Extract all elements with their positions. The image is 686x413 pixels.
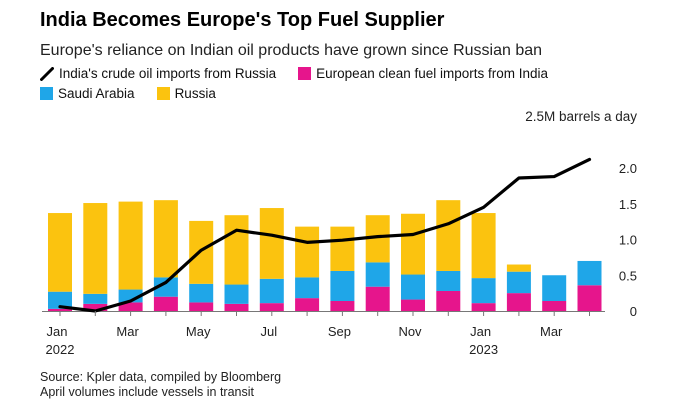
bar-blue-3 [153, 277, 178, 297]
bar-blue-10 [401, 274, 425, 300]
bar-magenta-0 [48, 308, 72, 311]
bar-blue-6 [259, 278, 284, 304]
bar-magenta-15 [577, 285, 602, 311]
bar-magenta-14 [542, 300, 567, 311]
bar-yellow-10 [401, 213, 425, 275]
bar-magenta-13 [506, 293, 531, 311]
bar-blue-8 [330, 270, 355, 301]
bar-blue-4 [189, 283, 214, 303]
y-tick-label-4: 2.0 [619, 161, 637, 176]
bar-magenta-9 [365, 286, 390, 311]
bar-magenta-5 [224, 303, 249, 311]
bar-blue-15 [577, 260, 602, 286]
bar-magenta-3 [153, 296, 178, 311]
bar-yellow-12 [471, 213, 496, 279]
blue-swatch-icon [40, 87, 53, 100]
y-tick-label-3: 1.5 [619, 197, 637, 212]
x-tick-label-10: Nov [398, 324, 422, 339]
legend-item-blue: Saudi Arabia [40, 86, 135, 101]
bar-yellow-2 [118, 201, 143, 290]
bar-magenta-11 [436, 290, 461, 311]
bar-magenta-8 [330, 300, 355, 311]
bar-blue-1 [83, 293, 108, 304]
chart-title: India Becomes Europe's Top Fuel Supplier [40, 9, 445, 31]
line-india-crude-from-russia [58, 157, 592, 313]
bar-blue-13 [506, 271, 531, 294]
bar-blue-5 [224, 284, 249, 304]
x-year-label-12: 2023 [469, 342, 498, 357]
x-tick-label-8: Sep [328, 324, 351, 339]
bar-blue-0 [48, 291, 72, 309]
bar-blue-7 [295, 277, 320, 299]
y-tick-label-1: 0.5 [619, 268, 637, 283]
bar-blue-14 [542, 275, 567, 301]
x-tick-label-14: Mar [540, 324, 563, 339]
y-tick-label-0: 0 [630, 304, 637, 319]
legend-label-line: India's crude oil imports from Russia [59, 66, 277, 81]
bar-blue-11 [436, 270, 461, 291]
bar-magenta-6 [259, 303, 284, 311]
bar-magenta-2 [118, 302, 143, 311]
bar-yellow-3 [153, 200, 178, 278]
legend-label-blue: Saudi Arabia [58, 86, 135, 101]
legend-label-yellow: Russia [174, 86, 216, 101]
legend-item-magenta: European clean fuel imports from India [298, 66, 548, 81]
bar-magenta-4 [189, 302, 214, 311]
x-year-label-0: 2022 [46, 342, 75, 357]
bar-yellow-5 [224, 215, 249, 285]
bar-yellow-8 [330, 226, 355, 271]
magenta-swatch-icon [298, 67, 312, 80]
legend-label-magenta: European clean fuel imports from India [316, 66, 549, 81]
x-tick-label-2: Mar [116, 324, 139, 339]
bar-yellow-6 [259, 208, 284, 279]
x-tick-label-12: Jan [470, 324, 491, 339]
source-note: Source: Kpler data, compiled by Bloomber… [40, 370, 282, 384]
y-tick-label-2: 1.0 [619, 233, 637, 248]
bar-yellow-1 [83, 203, 108, 294]
bar-blue-12 [471, 278, 496, 304]
line-swatch-icon [40, 66, 54, 81]
footnote: April volumes include vessels in transit [40, 385, 254, 399]
x-tick-label-6: Jul [260, 324, 277, 339]
bar-magenta-7 [295, 298, 320, 311]
bar-yellow-13 [506, 264, 531, 272]
legend-row-2: Saudi Arabia Russia [40, 86, 238, 101]
bar-blue-9 [365, 262, 390, 287]
legend-item-yellow: Russia [156, 86, 216, 101]
x-tick-label-0: Jan [47, 324, 68, 339]
x-tick-label-4: May [186, 324, 211, 339]
bar-yellow-11 [436, 200, 461, 271]
bar-yellow-0 [48, 213, 72, 292]
bar-magenta-10 [401, 299, 425, 311]
bar-yellow-7 [295, 226, 320, 278]
legend-row-1: India's crude oil imports from Russia Eu… [40, 66, 570, 81]
y-unit-label: 2.5M barrels a day [525, 109, 637, 124]
yellow-swatch-icon [156, 87, 170, 100]
bar-magenta-12 [471, 303, 496, 311]
chart-subtitle: Europe's reliance on Indian oil products… [40, 42, 543, 59]
legend-item-line: India's crude oil imports from Russia [40, 66, 276, 81]
bar-magenta-1 [83, 303, 108, 311]
